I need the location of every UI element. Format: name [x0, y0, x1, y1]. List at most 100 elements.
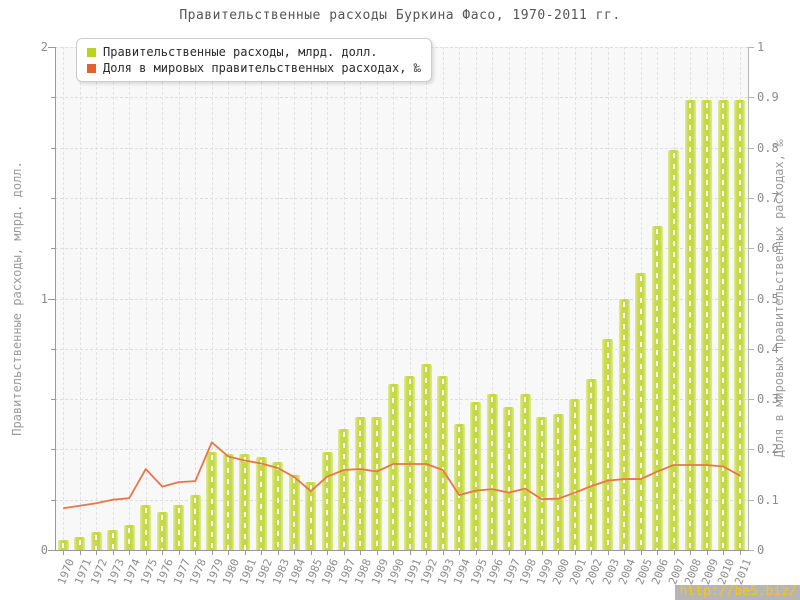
- v-gridline: [327, 47, 329, 550]
- bottom-axis-tick: [310, 551, 312, 555]
- bottom-axis-tick: [657, 551, 659, 555]
- right-axis-tick: [749, 197, 754, 199]
- bar-2004: [618, 298, 630, 550]
- left-axis-tick: [51, 147, 55, 149]
- bar-1978: [189, 494, 201, 550]
- bar-stripe: [540, 419, 543, 550]
- bar-stripe: [425, 366, 428, 550]
- v-gridline: [228, 47, 230, 550]
- h-gridline: [55, 97, 748, 99]
- bar-1989: [371, 416, 383, 550]
- v-gridline: [525, 47, 527, 550]
- bar-stripe: [128, 527, 131, 550]
- h-gridline: [55, 298, 748, 300]
- left-axis-tick: [51, 197, 55, 199]
- bottom-axis-tick: [195, 551, 197, 555]
- bottom-axis-tick: [63, 551, 65, 555]
- right-tick-label: 0: [757, 543, 765, 557]
- bar-1986: [321, 451, 333, 550]
- right-tick-label: 0.8: [757, 140, 779, 155]
- bottom-axis-tick: [343, 551, 345, 555]
- bar-1979: [206, 451, 218, 550]
- right-axis-tick: [749, 348, 754, 350]
- right-axis-tick: [749, 550, 754, 551]
- right-axis-tick: [749, 499, 754, 501]
- left-axis-line: [55, 47, 56, 551]
- bar-stripe: [276, 464, 279, 550]
- right-axis-line: [748, 47, 749, 551]
- bar-stripe: [672, 153, 675, 550]
- bottom-axis-tick: [327, 551, 329, 555]
- bar-1995: [470, 401, 482, 550]
- v-gridline: [310, 47, 312, 550]
- bar-1984: [288, 474, 300, 550]
- bottom-axis-tick: [624, 551, 626, 555]
- left-axis-tick: [48, 298, 55, 300]
- right-axis-tick: [749, 399, 754, 401]
- h-gridline: [55, 248, 748, 250]
- bar-1975: [140, 504, 152, 550]
- v-gridline: [145, 47, 147, 550]
- bar-1985: [305, 482, 317, 550]
- bottom-axis-tick: [607, 551, 609, 555]
- bottom-axis-tick: [162, 551, 164, 555]
- v-gridline: [426, 47, 428, 550]
- bottom-axis-tick: [442, 551, 444, 555]
- bottom-axis-tick: [228, 551, 230, 555]
- bar-2001: [569, 399, 581, 550]
- bar-stripe: [606, 341, 609, 550]
- bar-stripe: [590, 381, 593, 550]
- bottom-axis-tick: [591, 551, 593, 555]
- bottom-axis-tick: [492, 551, 494, 555]
- bar-stripe: [243, 457, 246, 550]
- bar-stripe: [227, 457, 230, 550]
- left-axis-tick: [51, 97, 55, 99]
- right-tick-label: 1: [757, 40, 765, 54]
- v-gridline: [376, 47, 378, 550]
- right-tick-label: 0.9: [757, 90, 779, 105]
- bar-2008: [684, 99, 696, 550]
- bar-1971: [74, 537, 86, 550]
- bottom-axis-tick: [393, 551, 395, 555]
- v-gridline: [211, 47, 213, 550]
- watermark-link[interactable]: http://be5.biz/: [674, 585, 800, 600]
- bottom-axis-tick: [673, 551, 675, 555]
- v-gridline: [409, 47, 411, 550]
- left-axis-tick: [51, 399, 55, 401]
- v-gridline: [96, 47, 98, 550]
- bottom-axis-tick: [475, 551, 477, 555]
- bar-1977: [173, 504, 185, 550]
- h-gridline: [55, 147, 748, 149]
- bar-1983: [272, 461, 284, 550]
- bar-stripe: [111, 532, 114, 550]
- bar-2007: [668, 150, 680, 550]
- left-axis-tick: [48, 550, 55, 551]
- bottom-axis-tick: [211, 551, 213, 555]
- bar-stripe: [474, 404, 477, 550]
- bar-stripe: [309, 485, 312, 550]
- v-gridline: [261, 47, 263, 550]
- bar-stripe: [408, 379, 411, 550]
- v-gridline: [195, 47, 197, 550]
- right-tick-label: 0.1: [757, 492, 779, 507]
- bar-1970: [57, 539, 69, 550]
- bottom-axis-tick: [96, 551, 98, 555]
- bottom-axis-tick: [739, 551, 741, 555]
- v-gridline: [475, 47, 477, 550]
- bar-1982: [255, 456, 267, 550]
- bar-stripe: [689, 102, 692, 550]
- bottom-axis-tick: [558, 551, 560, 555]
- expenses-swatch-icon: [87, 47, 96, 57]
- bottom-axis-tick: [376, 551, 378, 555]
- h-gridline: [55, 348, 748, 350]
- bar-2003: [602, 338, 614, 550]
- right-tick-label: 0.5: [757, 291, 779, 306]
- bottom-axis-tick: [459, 551, 461, 555]
- bar-2010: [717, 99, 729, 550]
- h-gridline: [55, 399, 748, 401]
- bar-stripe: [738, 102, 741, 550]
- bottom-axis-tick: [525, 551, 527, 555]
- v-gridline: [129, 47, 131, 550]
- bar-1990: [387, 384, 399, 550]
- v-gridline: [294, 47, 296, 550]
